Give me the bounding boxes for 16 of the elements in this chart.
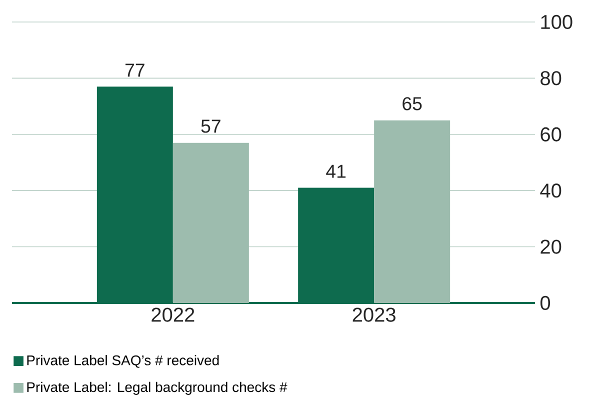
y-tick-label: 80 <box>540 71 562 86</box>
data-label: 41 <box>326 164 346 178</box>
legend-label: Private Label: Legal background checks # <box>27 382 288 395</box>
x-tick-label: 2023 <box>352 308 396 322</box>
y-tick-label: 60 <box>540 127 562 142</box>
y-tick-label: 20 <box>540 240 562 254</box>
y-tick-label: 0 <box>540 296 550 310</box>
x-tick-label: 2022 <box>152 308 194 322</box>
data-label: 65 <box>402 97 422 110</box>
data-label: 57 <box>201 120 220 133</box>
bar <box>374 120 450 303</box>
y-tick-label: 40 <box>540 184 562 198</box>
data-label: 77 <box>126 64 144 77</box>
y-tick-label: 100 <box>541 14 572 30</box>
legend-label: Private Label SAQ’s # received <box>27 355 219 368</box>
bar <box>172 142 249 303</box>
